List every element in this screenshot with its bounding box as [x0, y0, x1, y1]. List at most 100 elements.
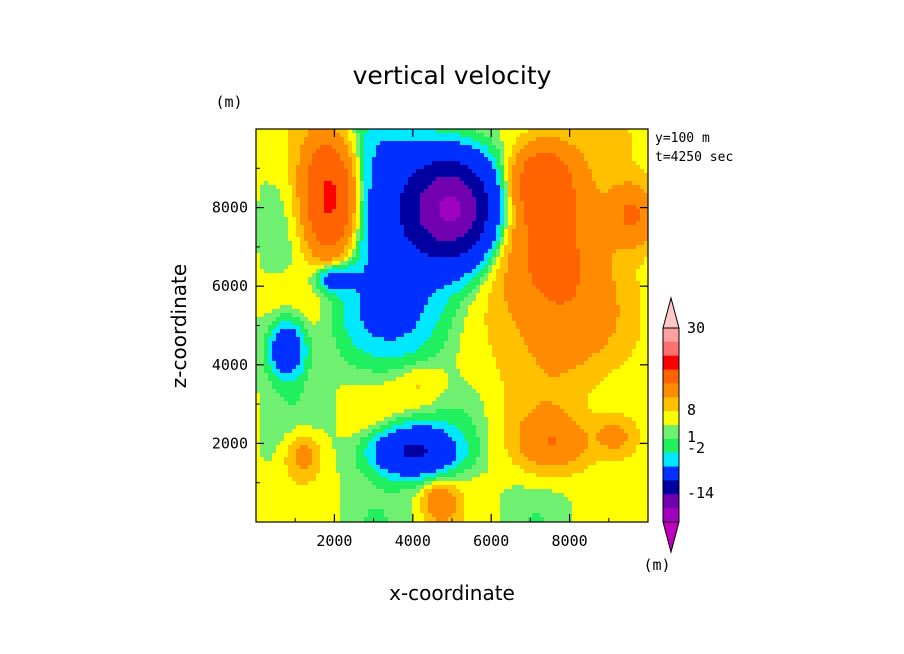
contour-cell: [480, 253, 485, 258]
contour-cell: [432, 225, 437, 230]
contour-cell: [404, 221, 409, 226]
contour-cell: [336, 241, 341, 246]
contour-cell: [316, 133, 321, 138]
contour-cell: [276, 265, 281, 270]
contour-cell: [612, 213, 617, 218]
contour-cell: [600, 201, 605, 206]
contour-cell: [616, 289, 621, 294]
contour-cell: [360, 297, 365, 302]
contour-cell: [592, 265, 597, 270]
contour-cell: [516, 253, 521, 258]
contour-cell: [452, 197, 457, 202]
contour-cell: [520, 129, 525, 134]
contour-cell: [436, 261, 441, 266]
contour-cell: [608, 225, 613, 230]
y-unit-label: (m): [215, 93, 242, 111]
contour-cell: [308, 289, 313, 294]
contour-cell: [320, 213, 325, 218]
contour-cell: [512, 273, 517, 278]
contour-cell: [460, 153, 465, 158]
contour-cell: [464, 233, 469, 238]
contour-cell: [644, 257, 648, 262]
contour-cell: [604, 217, 609, 222]
contour-cell: [596, 305, 601, 310]
contour-cell: [520, 225, 525, 230]
contour-cell: [436, 177, 441, 182]
contour-cell: [540, 297, 545, 302]
contour-cell: [464, 225, 469, 230]
contour-cell: [632, 205, 637, 210]
contour-cell: [256, 229, 261, 234]
contour-cell: [580, 165, 585, 170]
contour-cell: [636, 193, 641, 198]
contour-cell: [412, 257, 417, 262]
contour-cell: [492, 269, 497, 274]
contour-cell: [620, 269, 625, 274]
contour-cell: [516, 137, 521, 142]
contour-cell: [436, 285, 441, 290]
contour-cell: [384, 157, 389, 162]
contour-cell: [344, 169, 349, 174]
contour-cell: [396, 201, 401, 206]
contour-cell: [616, 233, 621, 238]
contour-cell: [580, 205, 585, 210]
contour-cell: [280, 325, 285, 330]
contour-cell: [264, 177, 269, 182]
contour-cell: [468, 225, 473, 230]
contour-cell: [284, 273, 289, 278]
contour-cell: [392, 225, 397, 230]
contour-cell: [520, 161, 525, 166]
contour-cell: [520, 269, 525, 274]
contour-cell: [512, 309, 517, 314]
contour-cell: [636, 173, 641, 178]
contour-cell: [428, 265, 433, 270]
contour-cell: [624, 305, 629, 310]
contour-cell: [368, 169, 373, 174]
contour-cell: [584, 181, 589, 186]
contour-cell: [268, 249, 273, 254]
contour-cell: [328, 321, 333, 326]
contour-cell: [524, 281, 529, 286]
contour-cell: [316, 245, 321, 250]
contour-cell: [552, 137, 557, 142]
contour-cell: [612, 285, 617, 290]
contour-cell: [376, 257, 381, 262]
contour-cell: [388, 213, 393, 218]
contour-cell: [624, 293, 629, 298]
contour-cell: [600, 261, 605, 266]
contour-cell: [520, 289, 525, 294]
contour-cell: [472, 321, 477, 326]
contour-cell: [516, 177, 521, 182]
contour-cell: [644, 245, 648, 250]
contour-cell: [260, 277, 265, 282]
contour-cell: [416, 129, 421, 134]
contour-cell: [488, 317, 493, 322]
contour-cell: [268, 149, 273, 154]
contour-cell: [564, 233, 569, 238]
contour-cell: [344, 161, 349, 166]
contour-cell: [412, 329, 417, 334]
contour-cell: [380, 277, 385, 282]
contour-cell: [284, 201, 289, 206]
contour-cell: [436, 181, 441, 186]
contour-cell: [500, 317, 505, 322]
contour-cell: [256, 157, 261, 162]
contour-cell: [408, 181, 413, 186]
contour-cell: [300, 257, 305, 262]
contour-cell: [272, 289, 277, 294]
contour-cell: [300, 205, 305, 210]
contour-cell: [472, 157, 477, 162]
contour-cell: [604, 157, 609, 162]
contour-cell: [436, 145, 441, 150]
contour-cell: [536, 261, 541, 266]
contour-cell: [520, 321, 525, 326]
contour-cell: [632, 253, 637, 258]
contour-cell: [328, 297, 333, 302]
contour-cell: [444, 225, 449, 230]
contour-cell: [396, 221, 401, 226]
contour-cell: [468, 177, 473, 182]
contour-cell: [344, 249, 349, 254]
contour-cell: [552, 225, 557, 230]
contour-cell: [616, 237, 621, 242]
contour-cell: [472, 153, 477, 158]
